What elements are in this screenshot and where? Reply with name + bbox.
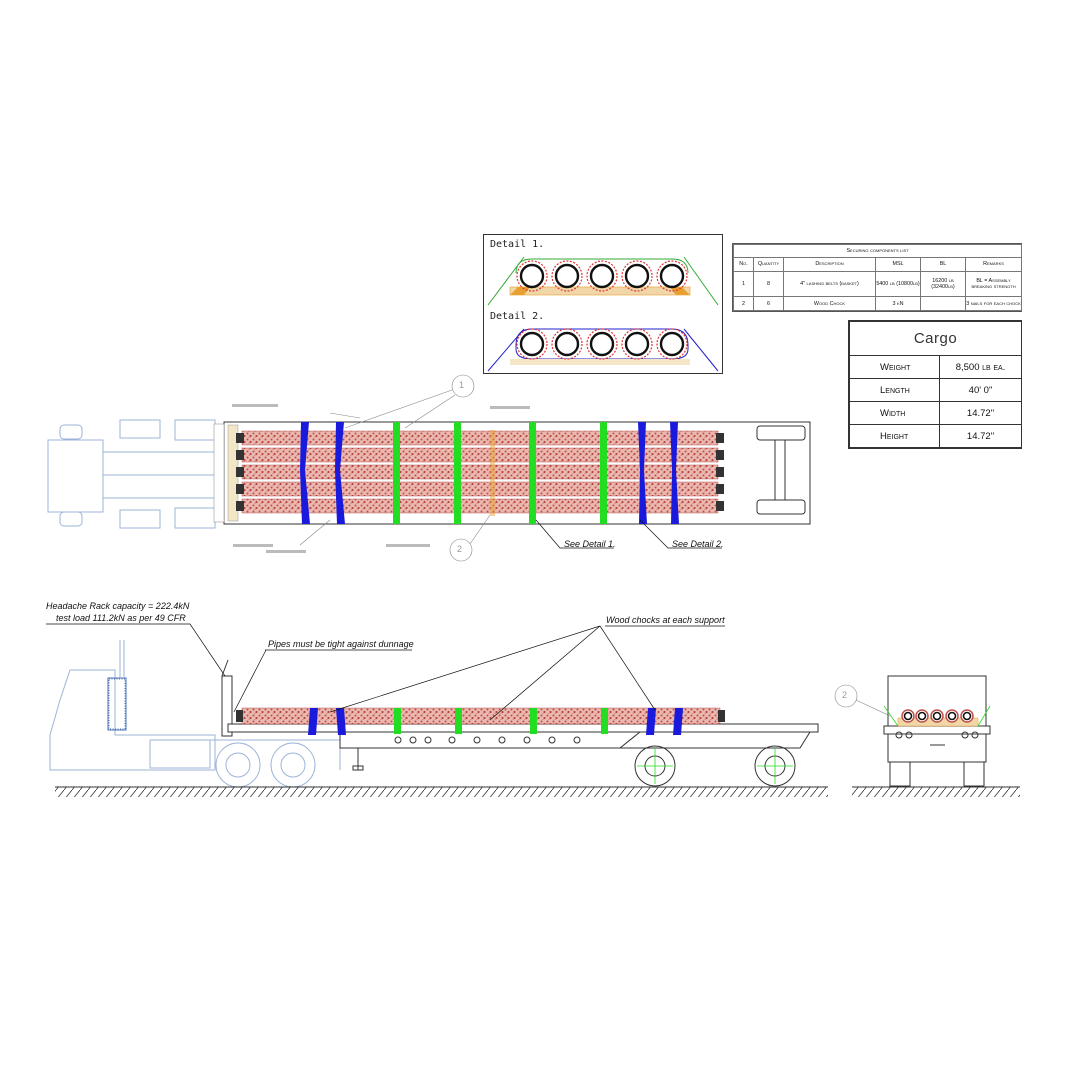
side-view-leaders — [46, 623, 725, 721]
headache-rack-callout-line2: test load 111.2kN as per 49 CFR — [56, 613, 186, 623]
grille-icon — [108, 678, 126, 730]
marker-2-rear-label: 2 — [842, 690, 848, 700]
table-row: 1 8 4" lashing belts (basket) 5400 lb (1… — [733, 270, 1023, 298]
detail-1-drawing — [487, 256, 719, 306]
marker-2-label: 2 — [457, 544, 463, 554]
securing-components-table: Securing components list No. Quantity De… — [732, 243, 1023, 312]
ground — [55, 786, 1020, 797]
top-view-leaders — [299, 374, 491, 562]
detail-drawings — [487, 256, 719, 372]
cell: 4" lashing belts (basket) — [783, 270, 876, 298]
faint-labels — [232, 404, 530, 553]
marker-1-label: 1 — [459, 380, 465, 390]
see-detail-1-callout: See Detail 1. — [564, 539, 616, 549]
detail-2-drawing — [487, 328, 719, 372]
wheel-center-marks — [637, 748, 793, 784]
rear-view-pipes — [834, 684, 991, 727]
cell: 3 nails for each chock — [964, 296, 1023, 311]
detail-2-label: Detail 2. — [490, 311, 545, 322]
see-detail-2-callout: See Detail 2. — [672, 539, 724, 549]
top-view-tractor — [47, 419, 224, 529]
pipes-tight-callout: Pipes must be tight against dunnage — [268, 639, 414, 649]
wood-chocks-callout: Wood chocks at each support — [606, 615, 725, 625]
side-view-pipe — [236, 707, 725, 735]
cell: 8 — [753, 270, 784, 298]
cell: 2 — [733, 296, 754, 311]
detail-1-label: Detail 1. — [490, 239, 545, 250]
cell: 16200 lb (32400lb) — [920, 270, 966, 298]
detail-box: Detail 1. Detail 2. — [483, 234, 723, 374]
top-view-straps — [300, 422, 679, 524]
cargo-title: Cargo — [848, 320, 1023, 357]
table-row: Length 40' 0" — [849, 378, 1023, 403]
headache-rack-callout-line1: Headache Rack capacity = 222.4kN — [46, 601, 190, 611]
cargo-value: 14.72" — [938, 424, 1023, 448]
rear-view — [883, 675, 991, 787]
top-view-pipes — [236, 430, 724, 514]
table-row: Weight 8,500 lb ea. — [849, 355, 1023, 380]
cargo-table: Cargo Weight 8,500 lb ea. Length 40' 0" Wi… — [848, 320, 1023, 449]
cell: BL = Assembly breaking strength — [964, 270, 1023, 298]
table-row: 2 6 Wood Chock 3 kN 3 nails for each cho… — [733, 296, 1023, 311]
table-row: Width 14.72" — [849, 401, 1023, 426]
see-detail-leaders — [535, 519, 722, 549]
table-row: Height 14.72" — [849, 424, 1023, 448]
